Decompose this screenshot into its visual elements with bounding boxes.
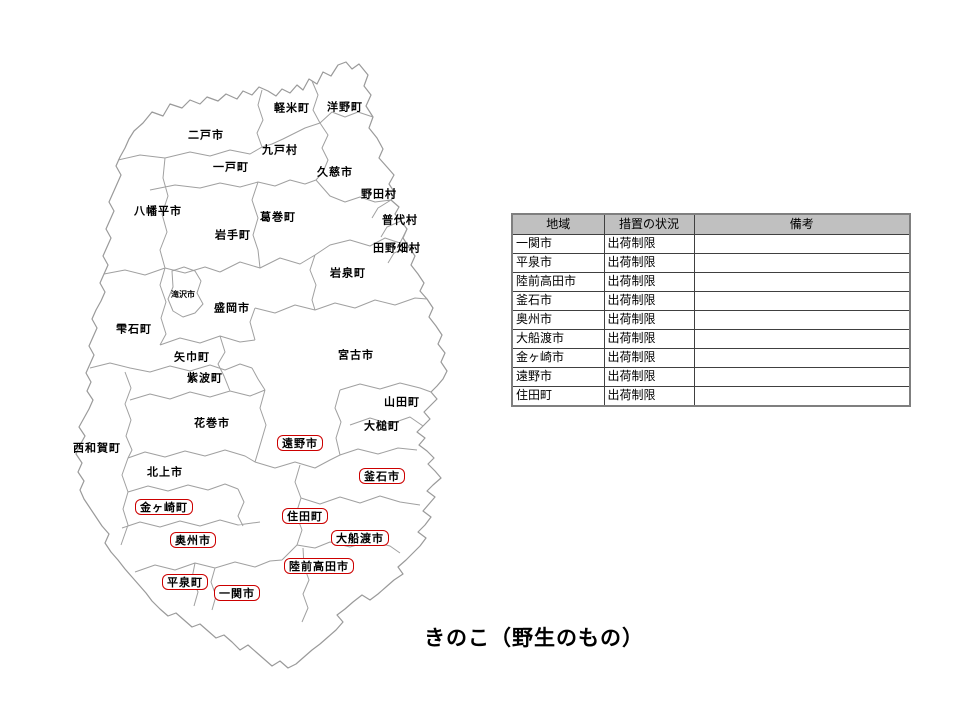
region-cell: 大船渡市 xyxy=(511,329,605,349)
prefecture-outline xyxy=(75,61,448,669)
status-cell: 出荷制限 xyxy=(603,291,695,311)
area-label: 北上市 xyxy=(147,465,183,479)
column-header-status: 措置の状況 xyxy=(603,213,695,235)
status-cell: 出荷制限 xyxy=(603,367,695,387)
status-cell: 出荷制限 xyxy=(603,272,695,292)
status-cell: 出荷制限 xyxy=(603,234,695,254)
status-cell: 出荷制限 xyxy=(603,348,695,368)
table-row: 一関市 出荷制限 xyxy=(511,234,911,254)
area-label: 岩手町 xyxy=(215,228,251,242)
restricted-area-label: 大船渡市 xyxy=(331,530,389,546)
area-label: 紫波町 xyxy=(187,371,223,385)
area-label: 滝沢市 xyxy=(171,290,195,299)
area-label: 葛巻町 xyxy=(260,210,296,224)
area-label: 岩泉町 xyxy=(330,266,366,280)
table-row: 大船渡市 出荷制限 xyxy=(511,329,911,349)
area-label: 宮古市 xyxy=(338,348,374,362)
column-header-region: 地域 xyxy=(511,213,605,235)
remark-cell xyxy=(693,367,911,387)
area-label: 田野畑村 xyxy=(373,241,421,255)
table-row: 遠野市 出荷制限 xyxy=(511,367,911,387)
area-label: 久慈市 xyxy=(317,165,353,179)
municipal-boundaries xyxy=(89,80,432,623)
restricted-area-label: 金ヶ崎町 xyxy=(135,499,193,515)
remark-cell xyxy=(693,310,911,330)
region-cell: 遠野市 xyxy=(511,367,605,387)
area-label: 普代村 xyxy=(382,213,418,227)
restricted-area-label: 住田町 xyxy=(282,508,328,524)
area-label: 花巻市 xyxy=(194,416,230,430)
remark-cell xyxy=(693,253,911,273)
area-label: 野田村 xyxy=(361,187,397,201)
region-cell: 平泉市 xyxy=(511,253,605,273)
area-label: 大槌町 xyxy=(364,419,400,433)
remark-cell xyxy=(693,291,911,311)
remark-cell xyxy=(693,386,911,407)
area-label: 矢巾町 xyxy=(174,350,210,364)
slide-title: きのこ（野生のもの） xyxy=(424,626,644,650)
restricted-area-label: 遠野市 xyxy=(277,435,323,451)
table-row: 釜石市 出荷制限 xyxy=(511,291,911,311)
remark-cell xyxy=(693,329,911,349)
restriction-table: 地域 措置の状況 備考 一関市 出荷制限 平泉市 出荷制限 陸前高田市 出荷制限 釜石市 出荷… xyxy=(511,213,911,407)
table-row: 住田町 出荷制限 xyxy=(511,386,911,407)
table-row: 奥州市 出荷制限 xyxy=(511,310,911,330)
restricted-area-label: 陸前高田市 xyxy=(284,558,354,574)
area-label: 九戸村 xyxy=(262,143,298,157)
region-cell: 奥州市 xyxy=(511,310,605,330)
area-label: 雫石町 xyxy=(116,322,152,336)
restricted-area-label: 釜石市 xyxy=(359,468,405,484)
area-label: 二戸市 xyxy=(188,128,224,142)
region-cell: 陸前高田市 xyxy=(511,272,605,292)
remark-cell xyxy=(693,348,911,368)
area-label: 西和賀町 xyxy=(73,441,121,455)
restricted-area-label: 平泉町 xyxy=(162,574,208,590)
table-header-row: 地域 措置の状況 備考 xyxy=(511,213,911,235)
region-cell: 釜石市 xyxy=(511,291,605,311)
region-cell: 金ヶ崎市 xyxy=(511,348,605,368)
area-label: 軽米町 xyxy=(274,101,310,115)
area-label: 盛岡市 xyxy=(214,301,250,315)
status-cell: 出荷制限 xyxy=(603,386,695,407)
restricted-area-label: 奥州市 xyxy=(170,532,216,548)
area-label: 山田町 xyxy=(384,395,420,409)
table-row: 陸前高田市 出荷制限 xyxy=(511,272,911,292)
table-row: 平泉市 出荷制限 xyxy=(511,253,911,273)
area-label: 八幡平市 xyxy=(134,204,182,218)
status-cell: 出荷制限 xyxy=(603,310,695,330)
restriction-table-body: 一関市 出荷制限 平泉市 出荷制限 陸前高田市 出荷制限 釜石市 出荷制限 奥州市 出荷制限 大船渡… xyxy=(511,234,911,407)
table-row: 金ヶ崎市 出荷制限 xyxy=(511,348,911,368)
region-cell: 一関市 xyxy=(511,234,605,254)
remark-cell xyxy=(693,234,911,254)
area-label: 一戸町 xyxy=(213,160,249,174)
status-cell: 出荷制限 xyxy=(603,253,695,273)
region-cell: 住田町 xyxy=(511,386,605,407)
remark-cell xyxy=(693,272,911,292)
area-label: 洋野町 xyxy=(327,100,363,114)
column-header-remarks: 備考 xyxy=(693,213,911,235)
restricted-area-label: 一関市 xyxy=(214,585,260,601)
status-cell: 出荷制限 xyxy=(603,329,695,349)
